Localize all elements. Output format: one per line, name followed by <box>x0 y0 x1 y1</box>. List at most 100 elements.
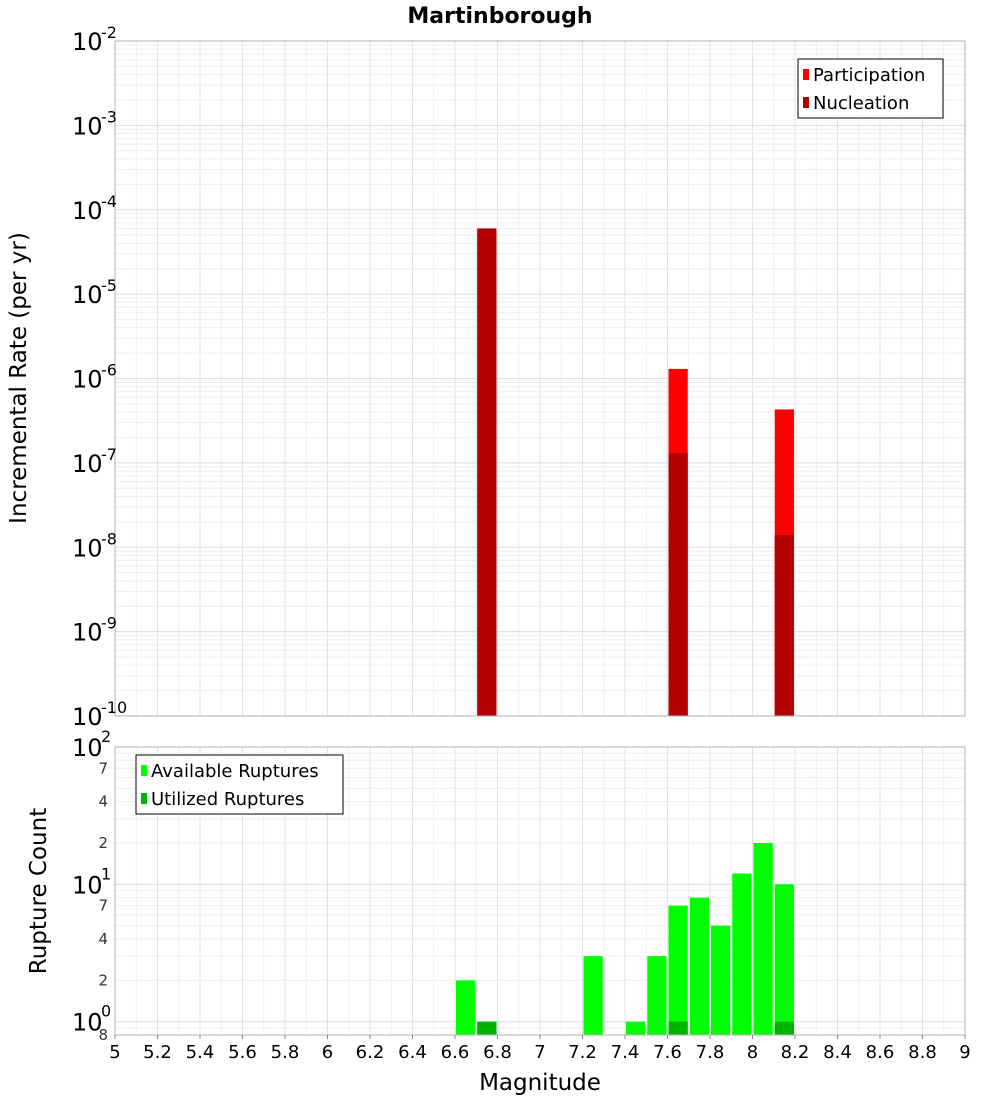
y-tick-base: 10 <box>72 734 103 762</box>
bar-utilized-ruptures <box>774 1021 794 1035</box>
x-tick-label: 8 <box>747 1042 758 1063</box>
y-tick-label: 10-3 <box>72 107 117 140</box>
count-plot-legend: Available Ruptures Utilized Ruptures <box>135 754 344 815</box>
rate-plot-grid <box>114 40 966 717</box>
y-tick-exponent: 1 <box>101 864 111 883</box>
bar-utilized-ruptures <box>668 1021 688 1035</box>
legend-swatch <box>803 97 809 108</box>
chart-title: Martinborough <box>407 4 592 29</box>
y-tick-exponent: -7 <box>101 445 117 464</box>
x-tick-label: 5.4 <box>186 1042 215 1063</box>
x-tick-label: 7.4 <box>611 1042 640 1063</box>
y-minor-tick-label: 8 <box>98 1026 108 1044</box>
x-tick-label: 7.6 <box>653 1042 682 1063</box>
y-tick-label: 10-9 <box>72 614 117 647</box>
y-tick-exponent: 0 <box>101 1002 111 1021</box>
y-tick-label: 10-10 <box>72 698 127 731</box>
y-tick-label: 102 <box>72 727 111 762</box>
bar-available-ruptures <box>774 884 794 1035</box>
x-tick-label: 6.8 <box>483 1042 512 1063</box>
y-tick-base: 10 <box>72 28 103 56</box>
rate-plot-y-axis-label: Incremental Rate (per yr) <box>6 232 32 524</box>
rate-plot-bars <box>477 228 794 716</box>
y-tick-base: 10 <box>72 450 103 478</box>
x-tick-label: 6.6 <box>441 1042 470 1063</box>
x-tick-label: 5.8 <box>271 1042 300 1063</box>
y-tick-label: 101 <box>72 864 111 899</box>
y-tick-base: 10 <box>72 112 103 140</box>
x-tick-label: 9 <box>959 1042 970 1063</box>
y-tick-label: 10-6 <box>72 361 117 394</box>
legend-swatch <box>141 765 147 776</box>
bar-nucleation <box>668 453 688 716</box>
x-tick-label: 8.6 <box>866 1042 895 1063</box>
bar-available-ruptures <box>753 843 773 1035</box>
legend-label: Available Ruptures <box>151 761 319 782</box>
x-axis-label: Magnitude <box>479 1070 601 1096</box>
y-tick-exponent: -3 <box>101 107 117 126</box>
legend-swatch <box>141 793 147 804</box>
bar-available-ruptures <box>647 956 667 1035</box>
legend-label: Participation <box>813 65 925 86</box>
y-minor-tick-label: 4 <box>98 930 108 948</box>
x-tick-label: 6 <box>322 1042 333 1063</box>
bar-nucleation <box>774 534 794 716</box>
bar-available-ruptures <box>668 905 688 1035</box>
x-tick-label: 8.2 <box>781 1042 810 1063</box>
bar-available-ruptures <box>732 873 752 1035</box>
x-tick-label: 8.4 <box>823 1042 852 1063</box>
bar-available-ruptures <box>583 956 603 1035</box>
legend-label: Nucleation <box>813 93 909 114</box>
count-plot-bars <box>456 843 794 1035</box>
x-tick-label: 6.2 <box>356 1042 385 1063</box>
y-tick-base: 10 <box>72 703 103 731</box>
y-tick-base: 10 <box>72 281 103 309</box>
y-tick-exponent: -4 <box>101 192 117 211</box>
x-tick-label: 7.8 <box>696 1042 725 1063</box>
y-minor-tick-label: 7 <box>98 759 108 777</box>
rate-plot-frame <box>114 40 966 717</box>
y-tick-exponent: 2 <box>101 727 111 746</box>
y-tick-exponent: -2 <box>101 23 117 42</box>
y-tick-base: 10 <box>72 534 103 562</box>
count-plot-y-axis-label: Rupture Count <box>26 808 52 974</box>
y-tick-label: 10-4 <box>72 192 117 225</box>
y-tick-exponent: -5 <box>101 276 117 295</box>
y-tick-base: 10 <box>72 366 103 394</box>
bar-nucleation <box>477 228 497 716</box>
y-minor-tick-label: 2 <box>98 834 108 852</box>
y-tick-exponent: -6 <box>101 361 117 380</box>
bar-utilized-ruptures <box>477 1021 497 1035</box>
y-tick-label: 10-2 <box>72 23 117 56</box>
bar-available-ruptures <box>626 1021 646 1035</box>
bar-available-ruptures <box>689 897 709 1035</box>
y-tick-base: 10 <box>72 619 103 647</box>
x-tick-label: 5.2 <box>143 1042 172 1063</box>
y-tick-base: 10 <box>72 197 103 225</box>
rate-plot: 10-210-310-410-510-610-710-810-910-10 In… <box>6 23 966 731</box>
x-tick-label: 6.4 <box>398 1042 427 1063</box>
legend-box <box>135 754 344 815</box>
y-minor-tick-label: 7 <box>98 897 108 915</box>
y-tick-label: 10-7 <box>72 445 117 478</box>
legend-label: Utilized Ruptures <box>151 789 304 810</box>
y-tick-exponent: -8 <box>101 529 117 548</box>
y-tick-exponent: -10 <box>101 698 127 717</box>
legend-box <box>797 58 944 119</box>
legend-swatch <box>803 69 809 80</box>
x-tick-label: 7 <box>534 1042 545 1063</box>
y-minor-tick-label: 4 <box>98 793 108 811</box>
x-tick-label: 8.8 <box>908 1042 937 1063</box>
x-tick-label: 5 <box>109 1042 120 1063</box>
y-tick-exponent: -9 <box>101 614 117 633</box>
y-tick-base: 10 <box>72 1009 103 1037</box>
y-minor-tick-label: 2 <box>98 971 108 989</box>
x-tick-label: 7.2 <box>568 1042 597 1063</box>
x-axis-ticks: 5 5.2 5.4 5.6 5.8 6 6.2 6.4 6.6 6.8 7 7.2 7.4 7.6 7.8 8… <box>109 1035 971 1063</box>
y-tick-base: 10 <box>72 871 103 899</box>
y-tick-label: 100 <box>72 1002 111 1037</box>
